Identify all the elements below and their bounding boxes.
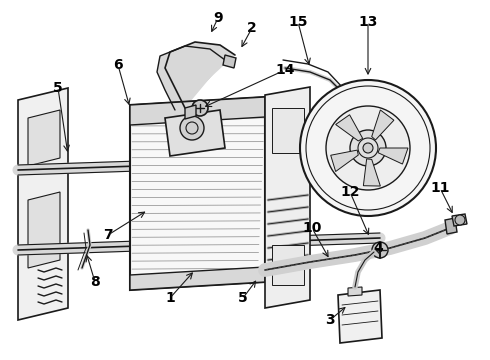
Circle shape: [180, 116, 204, 140]
Text: 1: 1: [165, 291, 175, 305]
Circle shape: [372, 242, 388, 258]
Polygon shape: [378, 148, 408, 164]
Text: 3: 3: [325, 313, 335, 327]
Text: 14: 14: [275, 63, 295, 77]
Text: 2: 2: [247, 21, 257, 35]
Text: 15: 15: [288, 15, 308, 29]
Bar: [272, 108, 304, 153]
Polygon shape: [157, 42, 235, 110]
Polygon shape: [364, 159, 380, 186]
Polygon shape: [336, 115, 363, 141]
Text: 9: 9: [213, 11, 223, 25]
Polygon shape: [130, 267, 265, 290]
Circle shape: [326, 106, 410, 190]
Circle shape: [455, 215, 465, 225]
Polygon shape: [130, 97, 265, 125]
Polygon shape: [452, 214, 467, 226]
Circle shape: [300, 80, 436, 216]
Polygon shape: [445, 218, 457, 234]
Polygon shape: [185, 105, 196, 119]
Polygon shape: [372, 110, 394, 140]
Text: 4: 4: [373, 241, 383, 255]
Polygon shape: [18, 88, 68, 320]
Polygon shape: [28, 110, 60, 166]
Polygon shape: [265, 87, 310, 308]
Polygon shape: [165, 110, 225, 156]
Text: 12: 12: [340, 185, 360, 199]
Text: 10: 10: [302, 221, 322, 235]
Polygon shape: [28, 192, 60, 268]
Text: 8: 8: [90, 275, 100, 289]
Bar: [272, 245, 304, 285]
Text: 5: 5: [53, 81, 63, 95]
Circle shape: [363, 143, 373, 153]
Circle shape: [350, 130, 386, 166]
Polygon shape: [348, 287, 362, 296]
Circle shape: [192, 100, 208, 116]
Polygon shape: [338, 290, 382, 343]
Polygon shape: [331, 150, 358, 171]
Polygon shape: [130, 97, 265, 290]
Text: 5: 5: [238, 291, 248, 305]
Text: 13: 13: [358, 15, 378, 29]
Text: 6: 6: [113, 58, 123, 72]
Text: 7: 7: [103, 228, 113, 242]
Text: 11: 11: [430, 181, 450, 195]
Polygon shape: [223, 55, 236, 68]
